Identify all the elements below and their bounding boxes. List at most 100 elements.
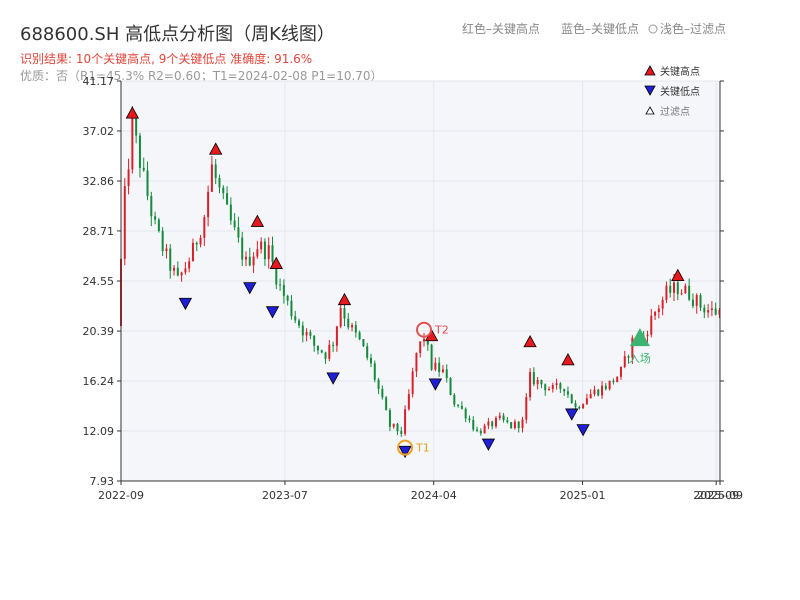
y-tick-label: 7.93 (90, 475, 115, 488)
candle-body (676, 282, 679, 295)
y-tick-label: 32.86 (83, 175, 115, 188)
candle-body (203, 217, 206, 238)
key-low-marker (398, 445, 412, 459)
candle-body (529, 372, 532, 398)
candle-body (449, 378, 452, 395)
candle-body (169, 248, 172, 271)
candle-body (589, 394, 592, 399)
x-tick-label: 2023-07 (262, 489, 308, 502)
top-legend-red: 红色–关键高点 (462, 21, 540, 36)
candle-body (430, 344, 433, 370)
candle-body (279, 284, 282, 286)
candle-body (301, 325, 304, 336)
candle-body (275, 261, 278, 285)
candle-body (157, 219, 160, 231)
candle-body (131, 116, 134, 170)
x-tick-label: 2025-09 (697, 489, 743, 502)
candle-body (464, 408, 467, 419)
candle-body (419, 341, 422, 354)
candle-body (612, 380, 615, 383)
candle-body (532, 372, 535, 385)
candle-body (146, 170, 149, 197)
candle-body (699, 295, 702, 308)
candle-body (578, 407, 581, 409)
top-legend-blue: 蓝色–关键低点 (561, 22, 639, 36)
candle-body (623, 356, 626, 367)
candle-body (176, 267, 179, 276)
candle-body (665, 285, 668, 300)
x-tick-label: 2022-09 (98, 489, 144, 502)
x-tick-label: 2024-04 (411, 489, 457, 502)
candle-body (233, 220, 236, 228)
candle-body (574, 403, 577, 408)
candle-body (566, 391, 569, 395)
legend-filtered-label: 过滤点 (660, 105, 690, 118)
candle-body (199, 237, 202, 245)
candle-body (127, 169, 130, 187)
candle-body (316, 345, 319, 351)
candle-body (593, 389, 596, 395)
key-high-marker (250, 214, 265, 227)
candle-body (441, 369, 444, 373)
chart-title: 688600.SH 高低点分析图（周K线图） (20, 24, 335, 45)
t1-label: T1 (415, 442, 430, 455)
candle-body (597, 389, 600, 396)
candle-body (472, 420, 475, 430)
candle-body (400, 431, 403, 434)
candle-body (244, 256, 247, 260)
candle-body (691, 299, 694, 306)
candle-body (661, 299, 664, 309)
candle-body (237, 227, 240, 238)
candle-body (354, 325, 357, 333)
candle-body (695, 295, 698, 306)
candle-body (347, 318, 350, 328)
candle-body (324, 352, 327, 359)
candle-body (582, 404, 585, 409)
candle-body (260, 241, 263, 250)
candle-body (438, 362, 441, 373)
plot-legend: 关键高点 关键低点 过滤点 (644, 65, 700, 118)
candle-body (604, 385, 607, 390)
candle-body (494, 418, 497, 427)
candle-body (343, 308, 346, 319)
candle-body (388, 410, 391, 427)
candle-body (282, 285, 285, 296)
y-tick-label: 16.24 (83, 375, 115, 388)
candle-body (294, 316, 297, 321)
y-tick-label: 28.71 (83, 225, 115, 238)
candle-body (453, 394, 456, 405)
candle-body (544, 384, 547, 391)
y-tick-label: 24.55 (83, 275, 115, 288)
candle-body (385, 397, 388, 411)
candle-body (521, 419, 524, 429)
candle-body (226, 193, 229, 205)
key-low-marker (265, 306, 280, 319)
candle-body (608, 380, 611, 390)
candle-body (332, 344, 335, 346)
candle-body (563, 388, 566, 392)
legend-high-marker (644, 65, 656, 76)
candle-body (252, 256, 255, 266)
candle-body (256, 249, 259, 257)
candle-body (476, 429, 479, 431)
candle-body (195, 242, 198, 245)
candle-body (570, 394, 573, 404)
entry-marker (629, 328, 650, 347)
candle-body (305, 332, 308, 336)
candle-body (669, 285, 672, 293)
candle-body (559, 383, 562, 389)
candle-body (123, 186, 126, 259)
legend-filtered-marker (645, 106, 655, 115)
candle-body (551, 385, 554, 389)
candle-body (407, 394, 410, 410)
key-high-marker (209, 142, 223, 155)
candle-body (180, 272, 183, 276)
candle-body (457, 404, 460, 407)
candle-body (513, 421, 516, 429)
candle-body (423, 338, 426, 342)
y-tick-label: 41.17 (83, 75, 115, 88)
key-low-marker (576, 424, 590, 437)
candle-body (362, 339, 365, 347)
legend-high-label: 关键高点 (660, 65, 700, 78)
